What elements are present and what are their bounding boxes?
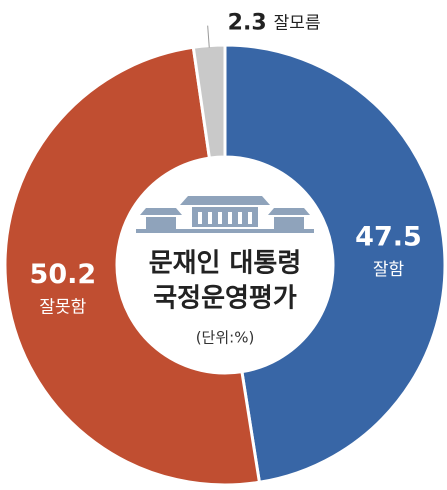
slice bbox=[223, 43, 447, 485]
slice bbox=[191, 43, 227, 160]
leader-line bbox=[207, 25, 210, 48]
category-label: 잘못함 bbox=[39, 298, 86, 318]
category-label: 잘함 bbox=[373, 260, 405, 280]
building-windows bbox=[198, 212, 252, 224]
building-icon bbox=[136, 196, 314, 233]
chart-title: 문재인 대통령 bbox=[149, 249, 302, 279]
value-label: 50.2 bbox=[30, 259, 97, 290]
slice bbox=[3, 45, 262, 487]
chart-subtitle: 국정운영평가 bbox=[153, 284, 297, 314]
slices bbox=[3, 43, 447, 487]
value-label: 47.5 bbox=[355, 222, 422, 253]
value-label: 2.3 bbox=[228, 11, 267, 36]
unit-note: (단위:%) bbox=[196, 329, 255, 347]
category-label: 잘모름 bbox=[274, 14, 321, 34]
